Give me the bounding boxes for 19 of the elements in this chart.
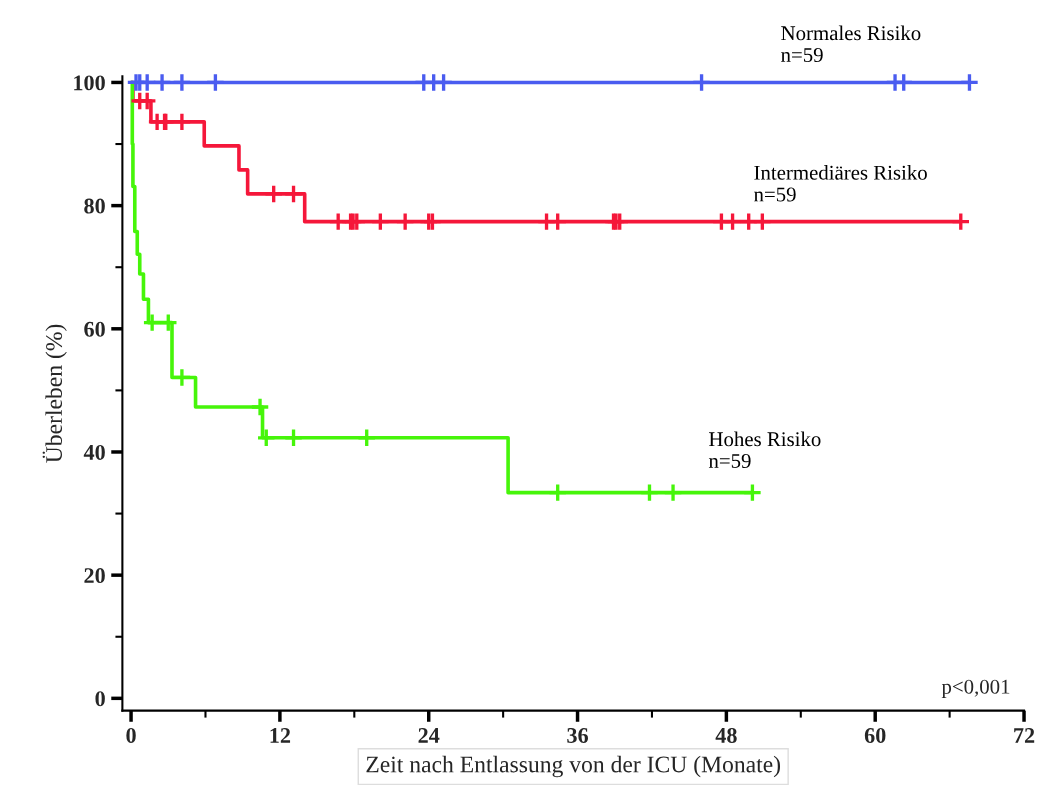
annotation: p<0,001 <box>941 679 1010 698</box>
y-tick-label: 100 <box>74 75 105 91</box>
x-tick-label: 36 <box>567 728 589 743</box>
series-label: Hohes Risiko n=59 <box>708 431 821 468</box>
x-tick-label: 72 <box>1014 728 1035 743</box>
y-tick-label: 40 <box>83 444 105 460</box>
x-tick-label: 0 <box>126 727 136 743</box>
x-tick-label: 24 <box>418 728 440 743</box>
x-axis-title: Zeit nach Entlassung von der ICU (Monate) <box>366 755 781 778</box>
y-tick-label: 60 <box>84 321 105 337</box>
y-tick-label: 0 <box>95 691 105 707</box>
x-tick-label: 60 <box>864 727 886 743</box>
x-tick-label: 12 <box>270 728 291 743</box>
y-tick-label: 20 <box>84 568 105 584</box>
y-axis-title: Überleben (%) <box>42 324 67 463</box>
x-tick-label: 48 <box>715 727 737 743</box>
series-label: Normales Risiko n=59 <box>781 25 921 62</box>
y-tick-label: 80 <box>84 198 105 214</box>
series-label: Intermediäres Risiko n=59 <box>754 165 927 202</box>
